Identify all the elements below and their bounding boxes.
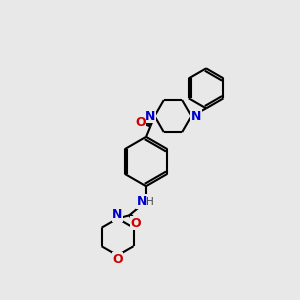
Text: N: N <box>137 195 147 208</box>
Text: O: O <box>130 217 141 230</box>
Text: N: N <box>145 110 155 123</box>
Text: O: O <box>135 116 146 129</box>
Text: N: N <box>191 110 201 123</box>
Text: H: H <box>146 197 154 207</box>
Text: N: N <box>112 208 123 221</box>
Text: O: O <box>112 253 123 266</box>
